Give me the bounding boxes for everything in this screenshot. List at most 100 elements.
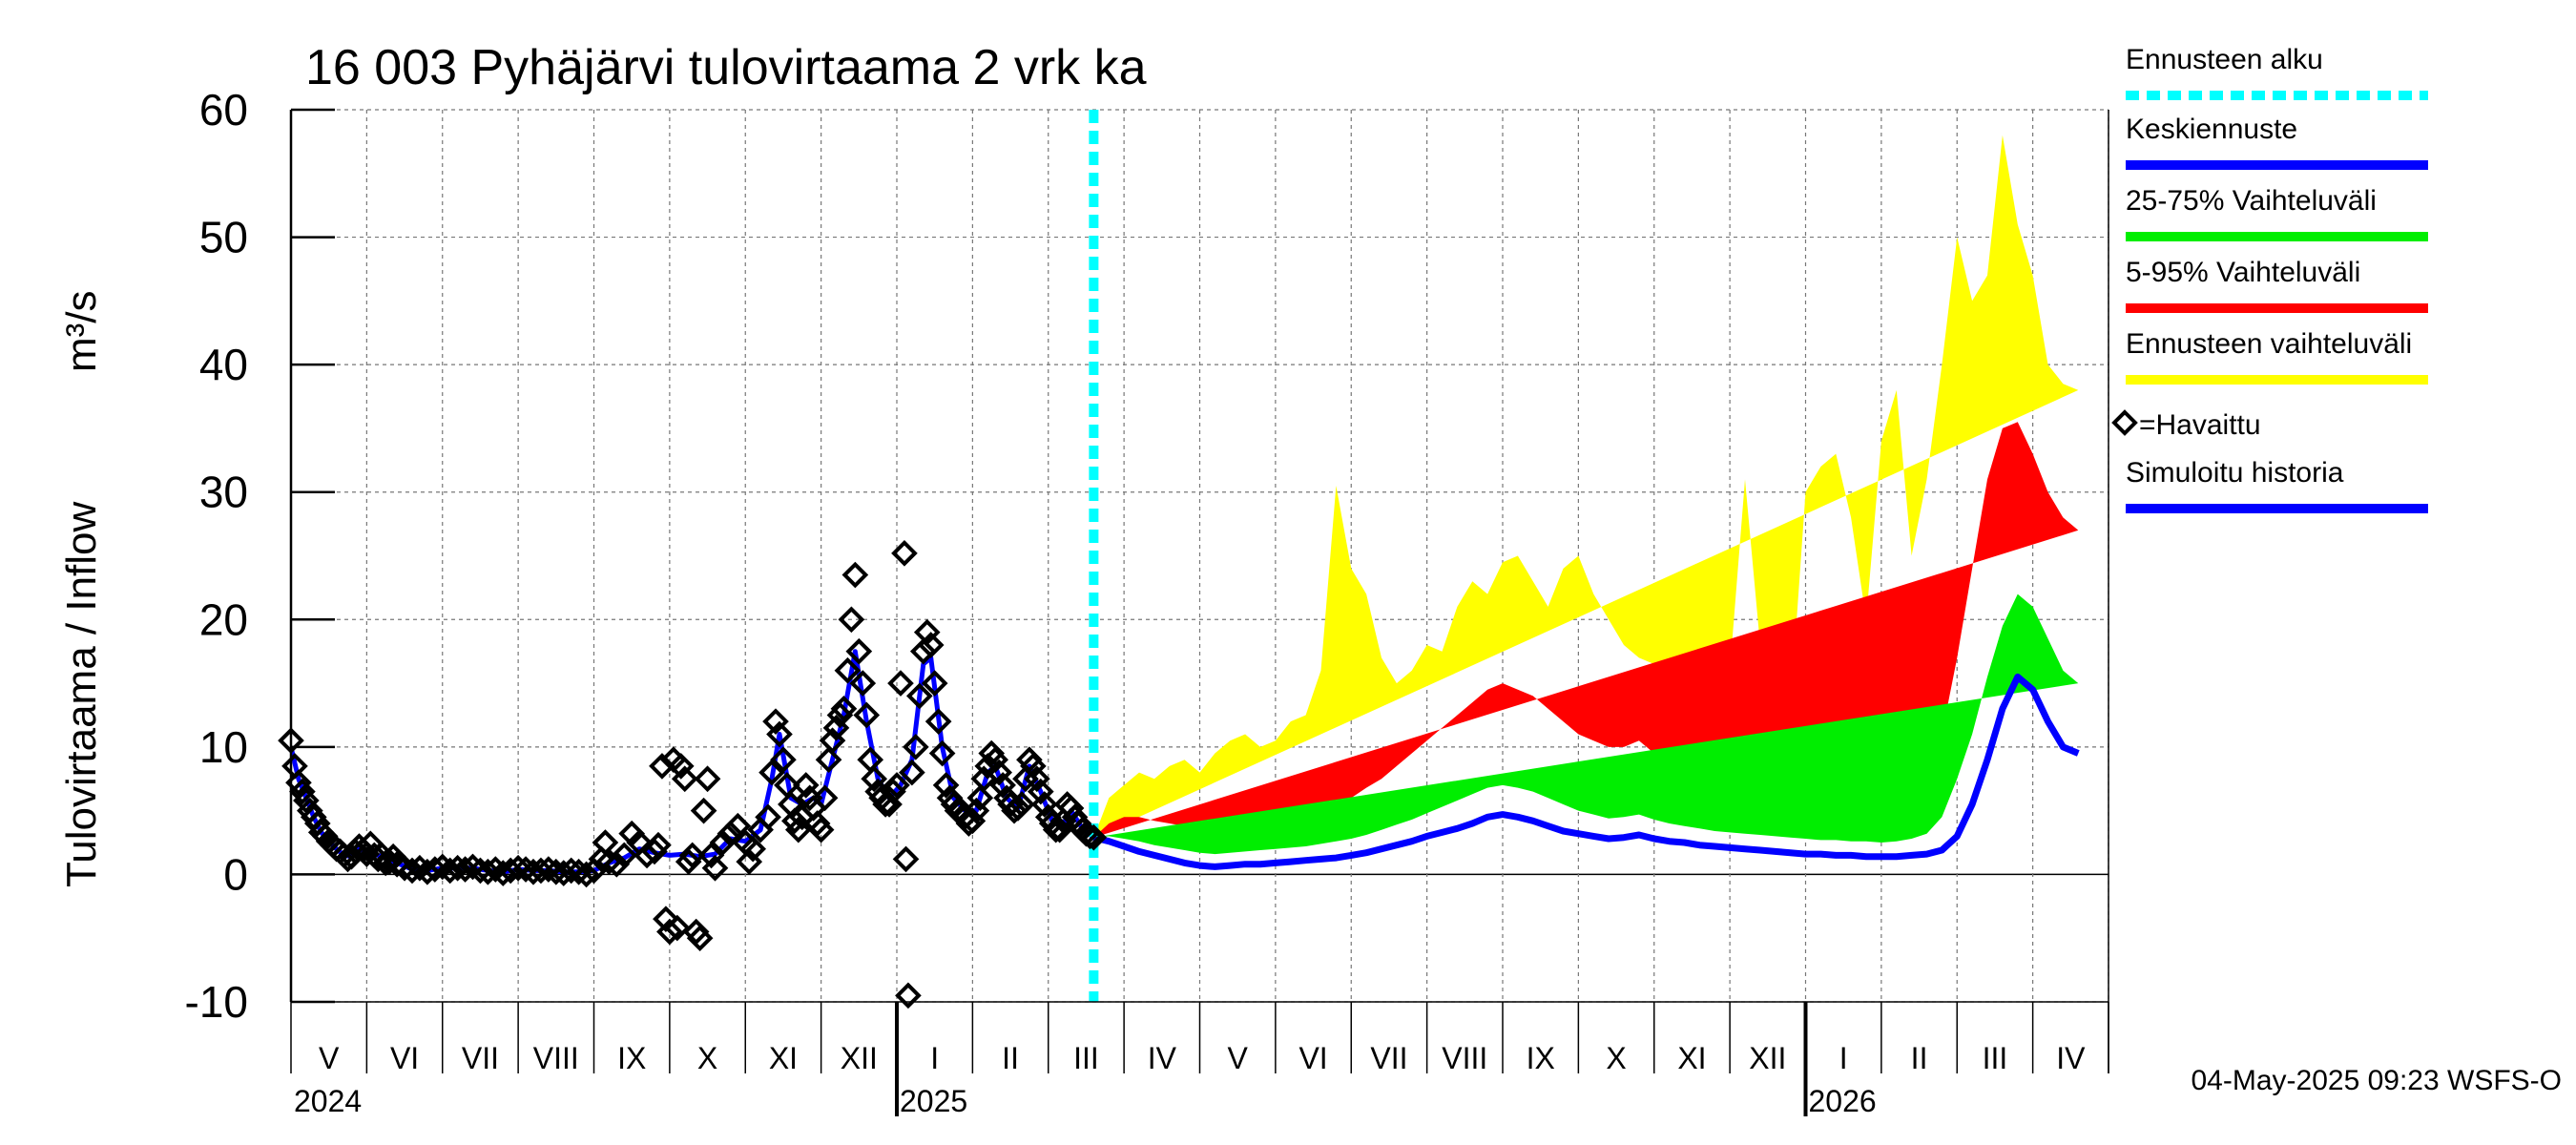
observed-point: [853, 701, 881, 729]
observed-point: [909, 637, 937, 665]
observed-point: [671, 765, 698, 793]
observed-point: [641, 838, 668, 865]
forecast-bands: [1093, 135, 2079, 855]
observed-point: [709, 829, 737, 856]
month-label: V: [1228, 1041, 1249, 1075]
observed-point: [986, 759, 1012, 786]
observed-point: [892, 845, 920, 873]
observed-point: [694, 765, 721, 793]
observed-point: [1008, 791, 1035, 818]
month-label: X: [1606, 1041, 1626, 1075]
observed-point: [849, 670, 877, 697]
y-tick-label: 10: [199, 722, 248, 772]
observed-point: [663, 914, 691, 942]
legend-label: Ennusteen alku: [2126, 44, 2323, 75]
observed-point: [1027, 778, 1054, 805]
month-label: I: [930, 1041, 939, 1075]
month-label: V: [319, 1041, 340, 1075]
band-forecast-range: [1093, 135, 2079, 838]
month-label: VII: [1370, 1041, 1407, 1075]
observed-point: [535, 856, 562, 883]
observed-point: [966, 784, 994, 812]
month-label: II: [1911, 1041, 1928, 1075]
month-label: VIII: [533, 1041, 579, 1075]
simulated-history-line: [288, 649, 1095, 875]
observed-point: [690, 797, 717, 824]
observed-point: [755, 803, 781, 831]
y-tick-label: 30: [199, 468, 248, 517]
observed-point: [667, 753, 695, 780]
y-axis-unit: m³/s: [58, 290, 105, 372]
month-label: IX: [1527, 1041, 1555, 1075]
observed-points: [278, 540, 1108, 1010]
legend-label: 5-95% Vaihteluväli: [2126, 257, 2360, 288]
observed-point: [739, 835, 767, 863]
observed-point: [505, 854, 531, 882]
observed-point: [989, 772, 1016, 799]
observed-point: [899, 759, 925, 786]
observed-point: [572, 861, 600, 888]
month-label: III: [1983, 1041, 2008, 1075]
observed-point: [758, 759, 785, 786]
year-label: 2024: [294, 1084, 362, 1118]
band-25-75: [1093, 593, 2079, 855]
observed-point: [917, 632, 945, 658]
observed-point: [861, 765, 888, 793]
legend-label: 25-75% Vaihteluväli: [2126, 185, 2377, 217]
observed-point: [845, 637, 873, 665]
observed-point: [891, 540, 918, 567]
observed-point: [838, 606, 865, 634]
chart-title: 16 003 Pyhäjärvi tulovirtaama 2 vrk ka: [305, 40, 1147, 95]
month-label: XII: [1749, 1041, 1786, 1075]
observed-point: [841, 561, 869, 589]
y-tick-label: 40: [199, 340, 248, 389]
observed-point: [913, 618, 941, 646]
month-label: III: [1073, 1041, 1099, 1075]
observed-point: [603, 850, 631, 878]
observed-point: [1020, 753, 1047, 780]
legend: Ennusteen alku Keskiennuste 25-75% Vaihtel…: [2111, 44, 2428, 513]
month-label: IX: [617, 1041, 646, 1075]
observed-point: [895, 982, 922, 1010]
month-label: I: [1839, 1041, 1848, 1075]
legend-label: Ennusteen vaihteluväli: [2126, 328, 2412, 360]
observed-point: [1024, 765, 1050, 793]
observed-point: [880, 778, 906, 805]
legend-swatch: [2111, 409, 2138, 436]
observed-point: [656, 918, 683, 946]
observed-point: [830, 695, 858, 722]
month-label: IV: [2056, 1041, 2086, 1075]
observed-point: [932, 772, 960, 799]
legend-label: Simuloitu historia: [2126, 457, 2344, 489]
observed-point: [588, 845, 615, 873]
y-tick-label: 50: [199, 213, 248, 262]
y-tick-label: 0: [223, 849, 248, 899]
observed-point: [686, 925, 714, 952]
observed-point: [807, 816, 835, 843]
month-label: XI: [769, 1041, 798, 1075]
observed-point: [924, 708, 952, 735]
month-label: IV: [1148, 1041, 1177, 1075]
observed-point: [675, 848, 702, 875]
observed-point: [1080, 823, 1108, 851]
observed-point: [293, 787, 320, 814]
observed-point: [766, 720, 793, 748]
y-tick-label: -10: [185, 977, 248, 1027]
timestamp-footer: 04-May-2025 09:23 WSFS-O: [2192, 1065, 2563, 1096]
month-label: II: [1002, 1041, 1019, 1075]
month-label: VIII: [1442, 1041, 1487, 1075]
y-tick-label: 20: [199, 594, 248, 644]
observed-point: [697, 842, 725, 869]
month-label: VI: [1298, 1041, 1327, 1075]
observed-point: [289, 778, 316, 805]
month-label: VI: [390, 1041, 419, 1075]
observed-point: [928, 739, 956, 767]
observed-point: [717, 820, 744, 847]
month-label: X: [697, 1041, 717, 1075]
observed-point: [557, 857, 585, 885]
observed-point: [611, 842, 638, 869]
observed-point: [921, 670, 948, 697]
